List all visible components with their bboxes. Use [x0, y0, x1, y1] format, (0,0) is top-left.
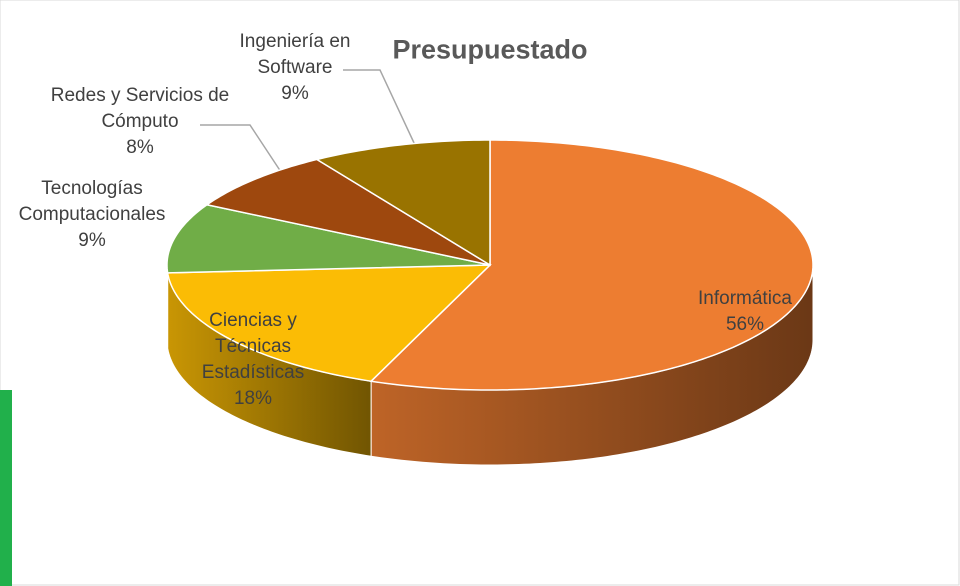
value-label: 18%: [233, 388, 273, 409]
category-label: Redes y Servicios de Cómputo: [50, 85, 230, 132]
data-label: Ciencias y Técnicas Estadísticas 18%: [183, 308, 323, 412]
leader-line: [200, 124, 284, 176]
category-label: Tecnologías Computacionales: [18, 178, 166, 225]
leader-line: [343, 69, 416, 146]
slice-side: [166, 264, 169, 348]
data-label: Ingeniería en Software 9%: [220, 29, 370, 107]
value-label: 8%: [126, 137, 154, 158]
category-label: Informática: [698, 288, 792, 309]
value-label: 9%: [281, 83, 309, 104]
category-label: Ingeniería en Software: [239, 31, 351, 78]
slice: [369, 139, 814, 391]
data-label: Informática 56%: [645, 286, 845, 338]
slice: [166, 203, 491, 274]
data-label: Tecnologías Computacionales 9%: [0, 176, 187, 254]
category-label: Ciencias y Técnicas Estadísticas: [201, 310, 305, 383]
side-accent: [0, 390, 12, 586]
slice: [205, 158, 491, 266]
slice: [314, 139, 491, 267]
data-label: Redes y Servicios de Cómputo 8%: [45, 83, 235, 161]
value-label: 56%: [725, 314, 765, 335]
chart-title: Presupuestado: [392, 34, 588, 65]
value-label: 9%: [78, 230, 106, 251]
slice: [166, 264, 492, 383]
